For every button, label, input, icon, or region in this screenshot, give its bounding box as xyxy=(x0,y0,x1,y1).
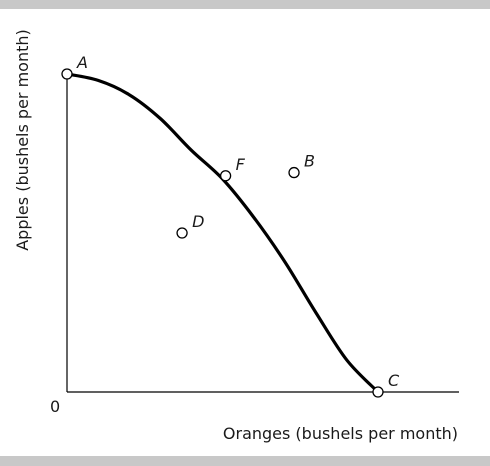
origin-label: 0 xyxy=(50,397,60,416)
point-f-label: F xyxy=(236,155,246,174)
point-c-marker xyxy=(372,386,384,398)
point-d-marker xyxy=(176,227,188,239)
x-axis-title: Oranges (bushels per month) xyxy=(223,424,458,443)
point-a-label: A xyxy=(76,53,88,72)
point-b-marker xyxy=(288,166,300,179)
bottom-band xyxy=(0,456,490,466)
point-c-label: C xyxy=(388,371,400,390)
point-b-label: B xyxy=(304,152,315,171)
point-d-label: D xyxy=(192,212,204,231)
y-axis-title: Apples (bushels per month) xyxy=(13,29,32,251)
production-frontier-curve xyxy=(65,72,380,394)
points-layer: A F B D C xyxy=(61,53,400,398)
top-band xyxy=(0,0,490,9)
point-f-marker xyxy=(219,170,232,182)
point-a-marker xyxy=(61,68,73,80)
